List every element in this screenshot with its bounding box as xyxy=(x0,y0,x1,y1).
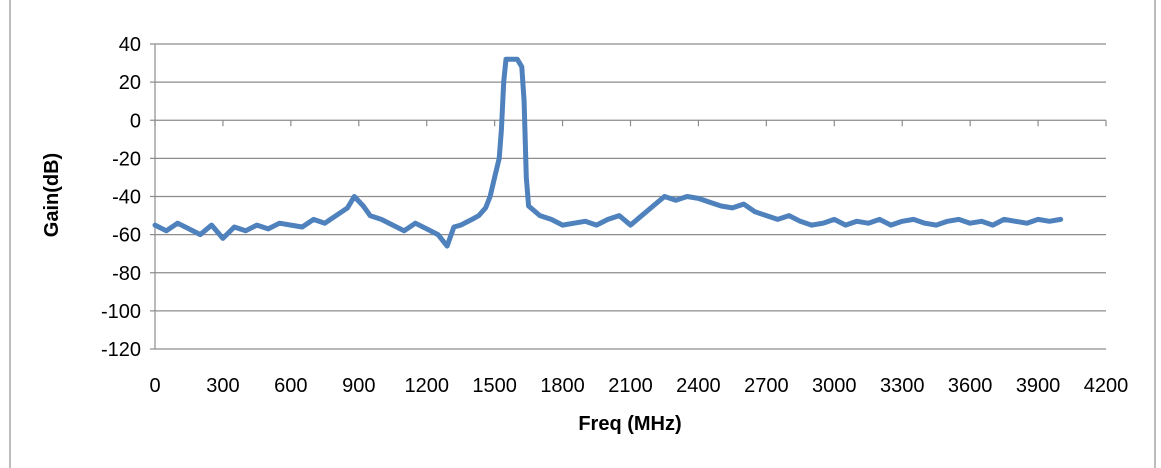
x-tick-label: 900 xyxy=(342,375,375,397)
y-tick-label: 0 xyxy=(130,110,141,132)
y-tick-label: 20 xyxy=(119,72,141,94)
series-line-0 xyxy=(152,56,1064,249)
x-tick-label: 3000 xyxy=(812,375,857,397)
x-tick-label: 600 xyxy=(274,375,307,397)
y-tick-label: -80 xyxy=(112,263,141,285)
x-tick-label: 4200 xyxy=(1084,375,1129,397)
y-tick-label: -60 xyxy=(112,225,141,247)
grid-lines xyxy=(155,43,1106,312)
y-tick-label: -100 xyxy=(101,301,141,323)
x-tick-label: 0 xyxy=(149,375,160,397)
tick-labels: 40 20 0 -20 -40 -60 -80 -100 -120 0 300 600 900 1200 1… xyxy=(101,34,1128,397)
left-frame-line xyxy=(9,0,11,468)
x-tick-label: 3900 xyxy=(1016,375,1061,397)
series xyxy=(152,56,1064,249)
x-axis-label: Freq (MHz) xyxy=(578,413,681,435)
right-frame-line xyxy=(1154,0,1156,468)
x-tick-label: 2400 xyxy=(676,375,721,397)
y-tick-label: -20 xyxy=(112,148,141,170)
x-tick-label: 1500 xyxy=(472,375,517,397)
x-tick-label: 2700 xyxy=(744,375,789,397)
x-tick-label: 300 xyxy=(206,375,239,397)
x-tick-label: 3300 xyxy=(880,375,925,397)
y-axis-label: Gain(dB) xyxy=(41,153,63,237)
y-tick-label: -120 xyxy=(101,339,141,361)
y-tick-label: -40 xyxy=(112,187,141,209)
x-tick-label: 2100 xyxy=(608,375,653,397)
x-tick-label: 3600 xyxy=(948,375,993,397)
axes xyxy=(150,43,1107,350)
x-tick-label: 1800 xyxy=(540,375,585,397)
x-tick-label: 1200 xyxy=(404,375,449,397)
y-tick-label: 40 xyxy=(119,34,141,56)
